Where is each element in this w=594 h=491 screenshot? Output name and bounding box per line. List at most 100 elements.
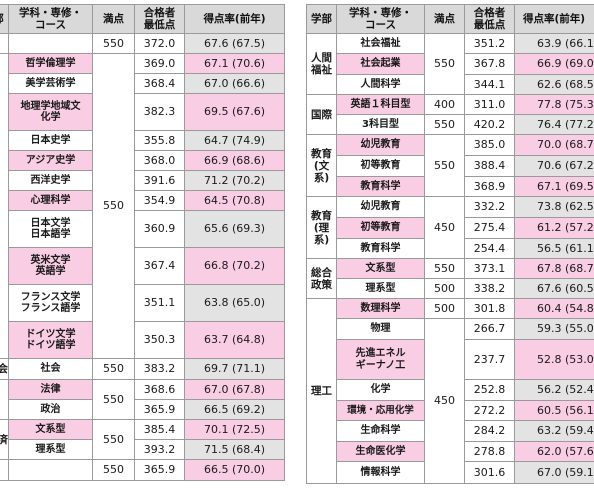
min-score-cell: 351.1 — [134, 284, 185, 322]
rate-cell: 66.5 (70.0) — [184, 459, 285, 481]
full-score-cell: 450 — [424, 318, 465, 484]
dept-text: 教育 (理系) — [311, 209, 332, 246]
course-cell: 政治 — [8, 399, 93, 420]
course-cell: フランス文学 フランス語学 — [8, 284, 93, 322]
table-row: 物理 450 266.7 59.3 (55.0) — [307, 318, 594, 484]
full-score-cell: 550 — [92, 33, 135, 54]
min-score-cell: 338.2 — [464, 278, 515, 299]
min-score-cell: 301.6 — [464, 461, 515, 484]
full-score-cell: 550 — [92, 53, 135, 359]
min-score-cell: 284.2 — [464, 420, 515, 442]
course-cell: 日本文学 日本語学 — [8, 210, 93, 248]
min-score-cell: 373.1 — [464, 258, 515, 279]
min-score-cell: 266.7 — [464, 318, 515, 340]
header-course-text: 学科・専修・ コース — [349, 7, 412, 31]
min-score-cell: 368.4 — [134, 73, 185, 94]
rate-cell: 52.8 (53.0) — [514, 339, 594, 380]
rate-cell: 63.8 (65.0) — [184, 284, 285, 322]
full-score-cell: 550 — [424, 258, 465, 279]
min-score-cell: 275.4 — [464, 217, 515, 239]
table-row: 哲学倫理学 550 369.0 67.1 (70.6) — [0, 53, 285, 359]
rate-cell: 62.6 (68.5) — [514, 74, 594, 95]
dept-text: 教育 (文系) — [311, 147, 332, 184]
min-score-cell: 383.2 — [134, 358, 185, 380]
min-score-cell: 367.4 — [134, 247, 185, 285]
rate-cell: 67.8 (68.7) — [514, 258, 594, 279]
course-cell: ドイツ文学 ドイツ語学 — [8, 321, 93, 359]
rate-cell: 67.1 (69.5) — [514, 176, 594, 197]
full-score-cell: 550 — [92, 358, 135, 380]
rate-cell: 60.5 (56.1) — [514, 400, 594, 421]
course-cell: 初等教育 — [336, 155, 425, 177]
rate-cell: 70.6 (67.2) — [514, 155, 594, 177]
table-row: 人間科学 344.1 62.6 (68.5) — [307, 74, 594, 95]
course-cell: 教育科学 — [336, 176, 425, 197]
dept-cell: 理工 — [306, 298, 337, 484]
rate-cell: 60.4 (54.8) — [514, 298, 594, 319]
min-score-cell: 365.9 — [134, 459, 185, 481]
rate-cell: 67.6 (60.5) — [514, 278, 594, 299]
dept-text: 人間 福祉 — [311, 52, 332, 76]
course-cell: 社会福祉 — [336, 33, 425, 54]
rate-cell: 64.7 (74.9) — [184, 130, 285, 151]
rate-cell: 67.6 (67.5) — [184, 33, 285, 54]
course-cell: 先進エネル ギーナノ工 — [336, 339, 425, 380]
rate-cell: 65.6 (69.3) — [184, 210, 285, 248]
course-cell: 数理科学 — [336, 298, 425, 319]
course-cell — [8, 459, 93, 481]
header-row: 部 学科・専修・ コース 満点 合格者 最低点 得点率(前年) — [0, 4, 285, 34]
min-score-cell: 388.4 — [464, 155, 515, 177]
dept-cell — [0, 379, 9, 420]
min-score-cell: 355.8 — [134, 130, 185, 151]
header-rate: 得点率(前年) — [184, 4, 285, 34]
table-row: 理工 数理科学 500 301.8 60.4 (54.8) — [306, 298, 594, 484]
header-min-score: 合格者 最低点 — [464, 4, 515, 34]
header-dept: 部 — [0, 4, 9, 34]
course-cell — [8, 33, 93, 54]
min-score-cell: 368.9 — [464, 176, 515, 197]
header-min-score-text: 合格者 最低点 — [143, 7, 176, 31]
rate-cell: 70.1 (72.5) — [184, 419, 285, 440]
course-text: フランス文学 フランス語学 — [20, 291, 81, 315]
min-score-cell: 369.0 — [134, 53, 185, 74]
min-score-cell: 272.2 — [464, 400, 515, 421]
table-row: 教育 (文系) 幼児教育 550 385.0 70.0 (68.7) — [306, 134, 594, 197]
full-score-cell: 500 — [424, 278, 465, 299]
course-cell: 理系型 — [8, 439, 93, 460]
course-text: 英米文学 英語学 — [30, 254, 71, 278]
course-text: 日本文学 日本語学 — [30, 217, 71, 241]
header-course: 学科・専修・ コース — [336, 4, 425, 34]
table-row: 会 社会 550 383.2 69.7 (71.1) — [0, 358, 285, 380]
rate-cell: 63.2 (59.4) — [514, 420, 594, 442]
table-row: 日本史学 355.8 64.7 (74.9) — [0, 130, 285, 151]
full-score-cell: 550 — [92, 459, 135, 481]
rate-cell: 56.5 (61.1) — [514, 238, 594, 259]
table-row: 550 365.9 66.5 (70.0) — [0, 459, 285, 481]
course-cell: 哲学倫理学 — [8, 53, 93, 74]
min-score-cell: 391.6 — [134, 170, 185, 191]
rate-cell: 69.5 (67.6) — [184, 93, 285, 131]
rate-cell: 62.0 (57.6) — [514, 441, 594, 462]
course-cell: 生命医化学 — [336, 441, 425, 462]
dept-cell: 国際 — [306, 94, 337, 135]
dept-cell — [0, 53, 9, 359]
min-score-cell: 344.1 — [464, 74, 515, 95]
header-min-score-text: 合格者 最低点 — [473, 7, 506, 31]
table-row: 生命医化学 278.8 62.0 (57.6) — [307, 441, 594, 462]
rate-cell: 63.9 (66.1) — [514, 33, 594, 54]
header-row: 学部 学科・専修・ コース 満点 合格者 最低点 得点率(前年) — [306, 4, 594, 34]
course-cell: 物理 — [336, 318, 425, 340]
table-row: 理系型 500 338.2 67.6 (60.5) — [307, 278, 594, 299]
dept-cell: 教育 (理系) — [306, 196, 337, 259]
course-cell: 英米文学 英語学 — [8, 247, 93, 285]
course-cell: 法律 — [8, 379, 93, 400]
rate-cell: 66.5 (69.2) — [184, 399, 285, 420]
table-row: 社会起業 367.8 66.9 (69.0) — [307, 53, 594, 75]
rate-cell: 70.0 (68.7) — [514, 134, 594, 156]
course-cell: 初等教育 — [336, 217, 425, 239]
rate-cell: 73.8 (62.5) — [514, 196, 594, 218]
full-score-cell: 550 — [92, 419, 135, 460]
course-text: ドイツ文学 ドイツ語学 — [25, 328, 76, 352]
table-row: 総合 政策 文系型 550 373.1 67.8 (68.7) — [306, 258, 594, 299]
rate-cell: 56.2 (52.4) — [514, 379, 594, 401]
